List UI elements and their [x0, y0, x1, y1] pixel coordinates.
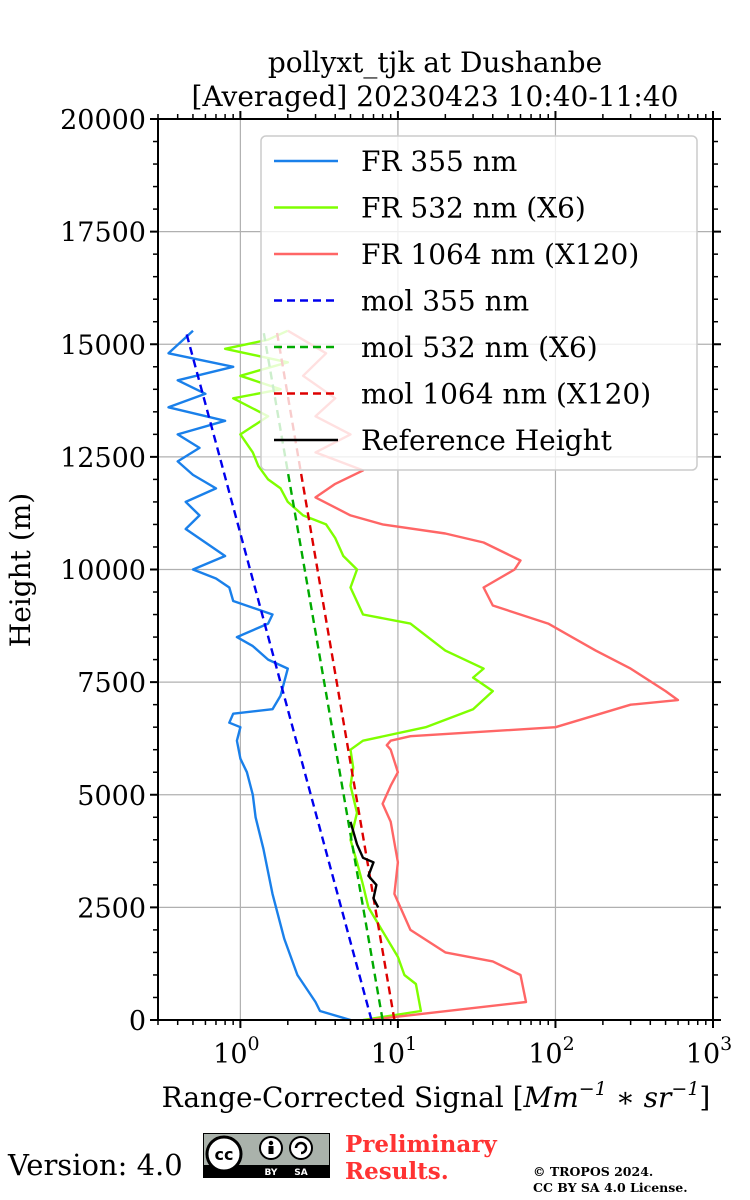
axis-ticks: [150, 111, 721, 1028]
copyright-notice: © TROPOS 2024. CC BY SA 4.0 License.: [533, 1164, 688, 1196]
legend-label-6: Reference Height: [361, 424, 613, 457]
cc-by-sa-badge: cc BY SA: [203, 1133, 330, 1178]
y-tick-label: 10000: [60, 556, 146, 587]
share-alike-icon: [289, 1136, 313, 1160]
y-tick-labels: 0 2500 5000 7500 10000 12500 15000 17500 20000: [60, 105, 146, 1037]
chart-title-line1: pollyxt_tjk at Dushanbe: [268, 46, 602, 79]
copyright-line1: © TROPOS 2024.: [533, 1164, 654, 1179]
copyright-line2: CC BY SA 4.0 License.: [533, 1180, 688, 1195]
lidar-profile-chart: pollyxt_tjk at Dushanbe [Averaged] 20230…: [4, 46, 732, 1114]
y-tick-label: 5000: [77, 781, 146, 812]
legend-label-5: mol 1064 nm (X120): [361, 378, 651, 411]
legend-label-2: FR 1064 nm (X120): [361, 238, 639, 271]
svg-text:BY: BY: [265, 1168, 278, 1178]
legend-box: [260, 135, 698, 471]
legend: FR 355 nm FR 532 nm (X6) FR 1064 nm (X120)…: [260, 135, 698, 471]
series-line-0: [167, 329, 351, 1020]
preliminary-line2: Results.: [345, 1158, 449, 1185]
svg-text:SA: SA: [294, 1168, 307, 1178]
x-tick-label: 100: [213, 1033, 259, 1070]
x-tick-label: 102: [528, 1033, 574, 1070]
series-line-6: [349, 821, 380, 908]
y-axis-label: Height (m): [4, 493, 37, 647]
x-tick-label: 103: [686, 1033, 732, 1070]
y-tick-label: 12500: [60, 443, 146, 474]
x-axis-label: Range-Corrected Signal [Mm−1 ∗ sr−1]: [162, 1078, 711, 1114]
legend-label-3: mol 355 nm: [361, 285, 529, 318]
version-label: Version: 4.0: [8, 1148, 183, 1182]
y-tick-label: 7500: [77, 668, 146, 699]
y-tick-label: 2500: [77, 893, 146, 924]
y-tick-label: 15000: [60, 330, 146, 361]
y-tick-label: 17500: [60, 218, 146, 249]
y-tick-label: 0: [129, 1006, 146, 1037]
y-tick-label: 20000: [60, 105, 146, 136]
chart-title-line2: [Averaged] 20230423 10:40-11:40: [192, 80, 679, 113]
legend-label-4: mol 532 nm (X6): [361, 331, 598, 364]
svg-text:cc: cc: [215, 1145, 234, 1164]
legend-label-1: FR 532 nm (X6): [361, 192, 586, 225]
x-tick-label: 101: [371, 1033, 417, 1070]
cc-icon: [205, 1135, 243, 1173]
series-line-3: [184, 330, 373, 1020]
preliminary-line1: Preliminary: [345, 1131, 497, 1158]
preliminary-notice: Preliminary Results.: [345, 1131, 497, 1185]
x-tick-labels: 100 101 102 103: [213, 1033, 732, 1070]
legend-label-0: FR 355 nm: [361, 145, 517, 178]
